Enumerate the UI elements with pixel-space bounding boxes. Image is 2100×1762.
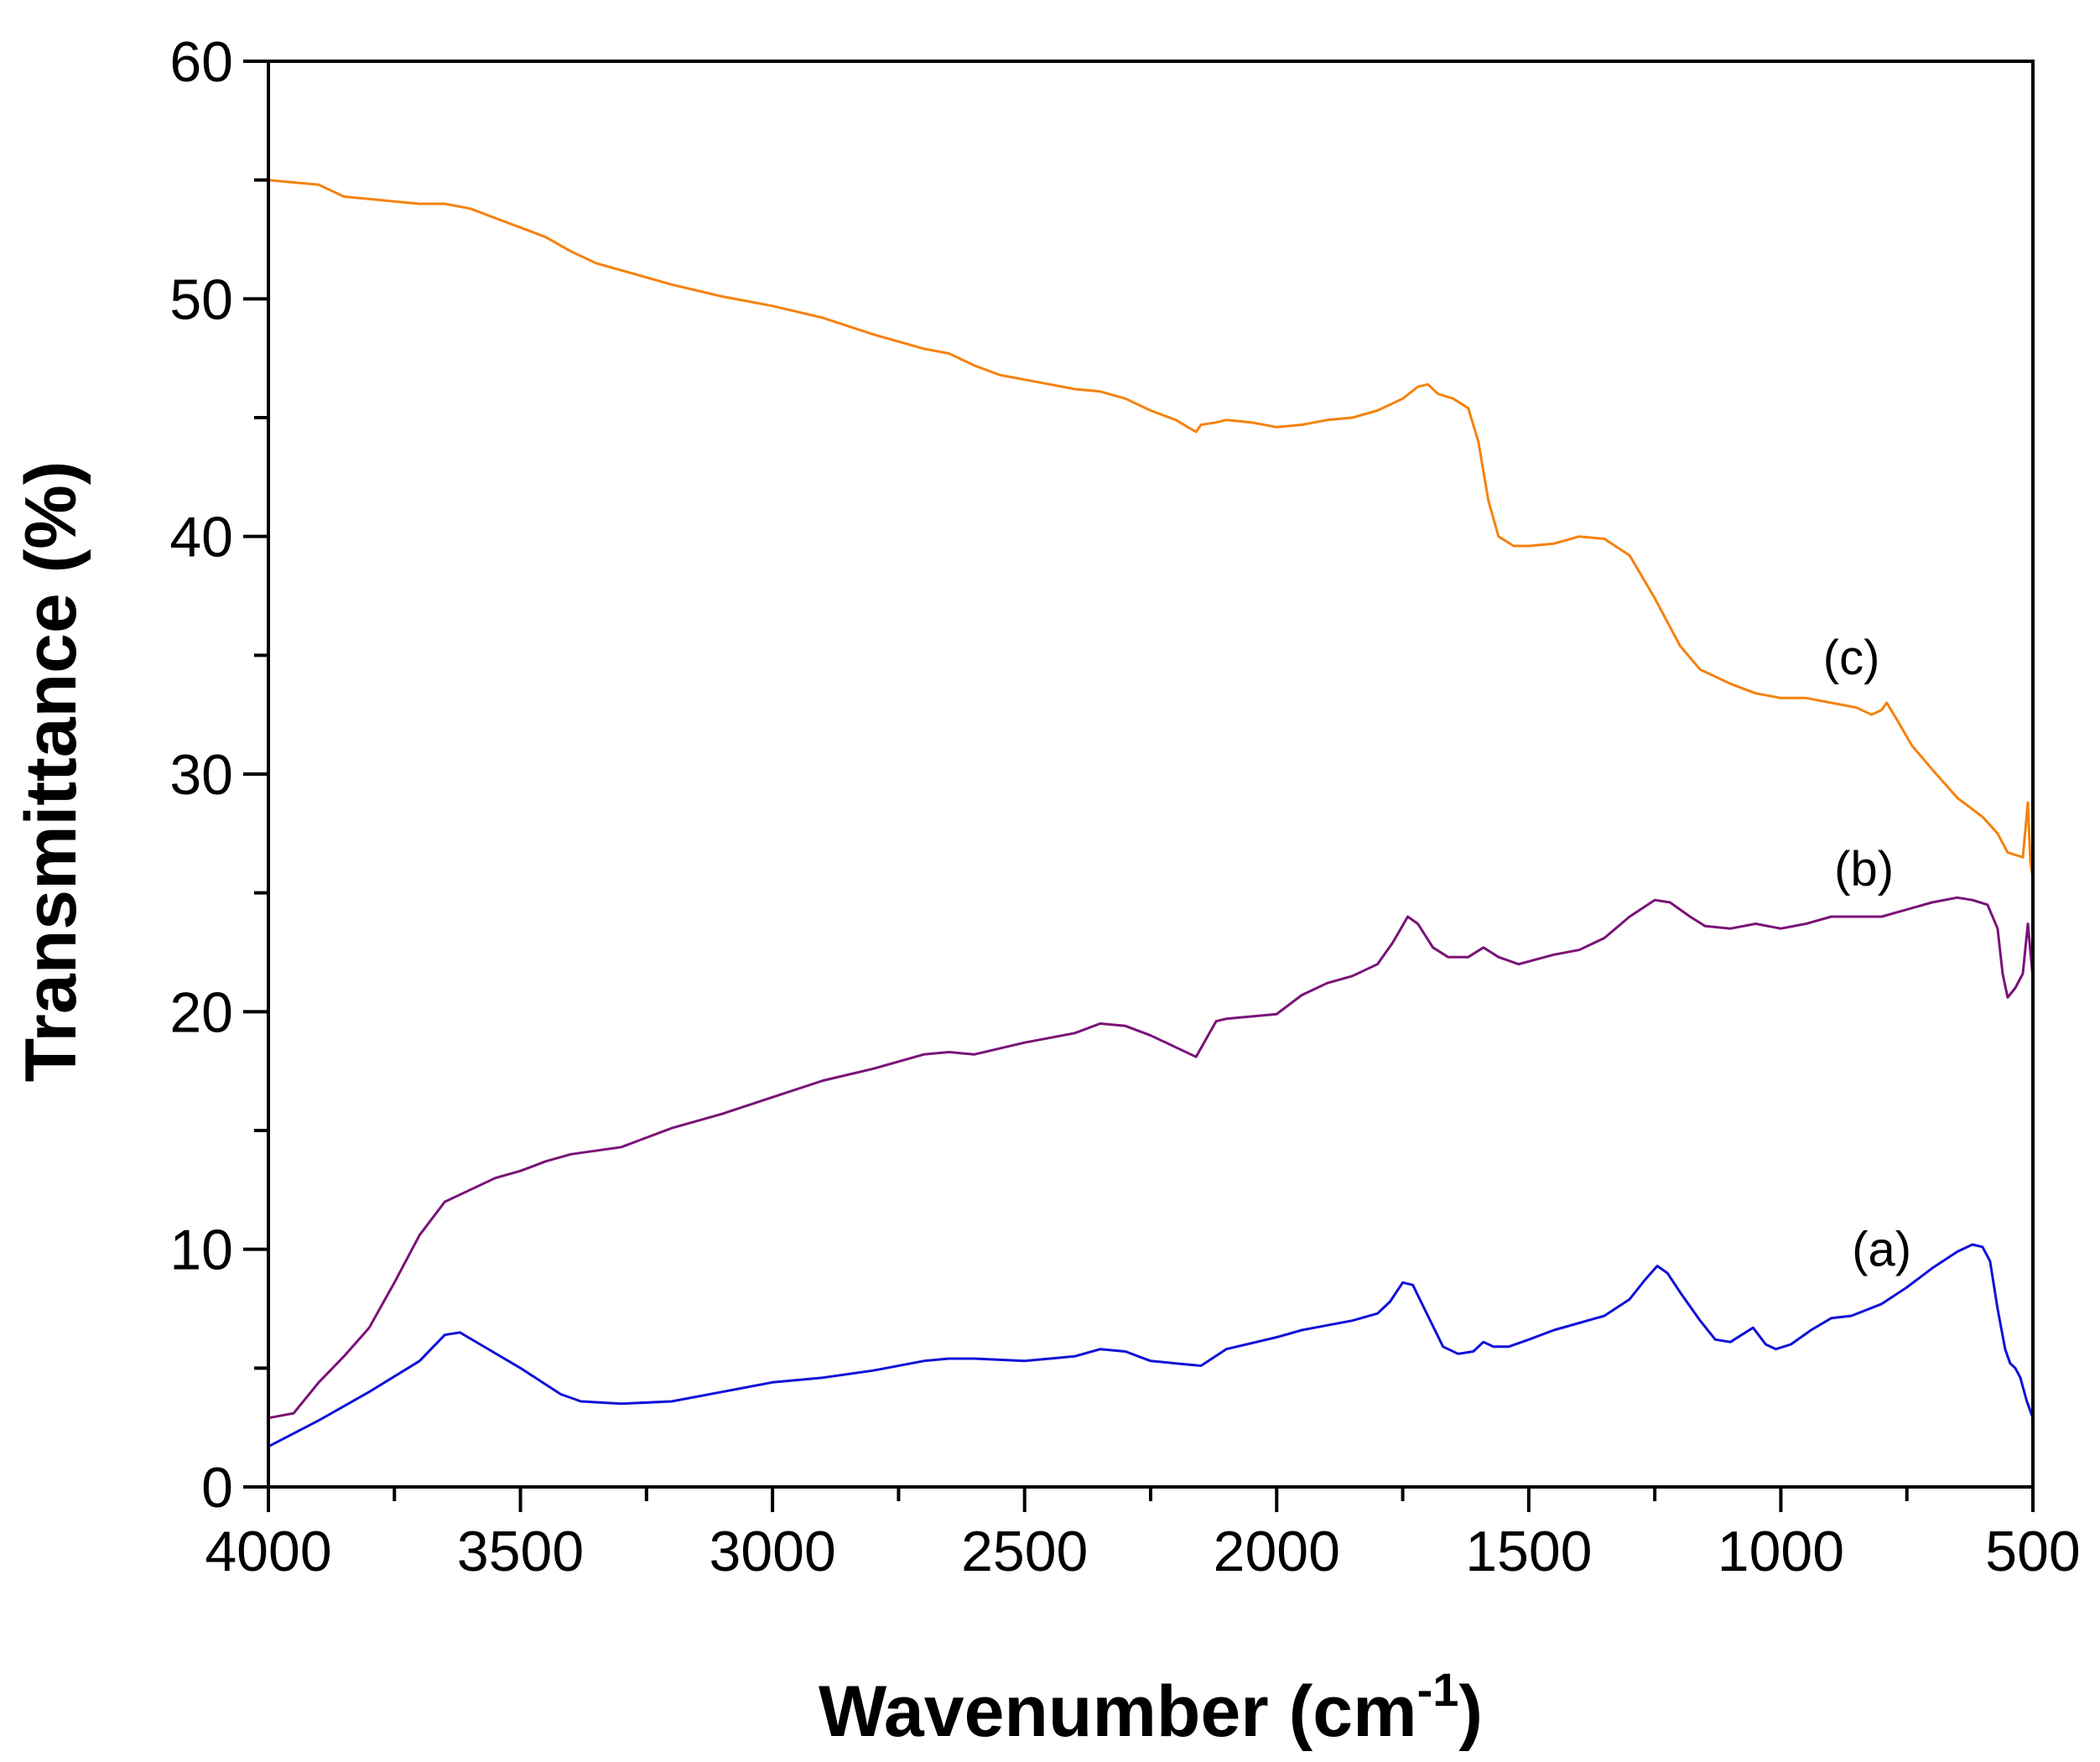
series-labels: (a) (b) (c)	[1823, 631, 1911, 1277]
y-tick-label: 40	[169, 506, 233, 569]
x-tick-label: 3500	[457, 1520, 584, 1583]
y-tick-label: 60	[169, 30, 233, 94]
x-tick-label: 2500	[961, 1520, 1088, 1583]
x-axis-title: Wavenumber (cm-1)	[819, 1663, 1483, 1752]
y-axis-title: Transmittance (%)	[11, 461, 91, 1083]
y-tick-label: 0	[201, 1456, 233, 1520]
plot-frame	[267, 60, 2035, 1489]
x-axis-title-main: Wavenumber (cm	[819, 1671, 1417, 1752]
series-line-a	[267, 1243, 2035, 1448]
series-label-c: (c)	[1823, 631, 1880, 685]
x-tick-label: 500	[1985, 1520, 2080, 1583]
x-tick-label: 1000	[1718, 1520, 1844, 1583]
series-label-b: (b)	[1834, 842, 1894, 897]
x-axis-title-superscript: -1	[1417, 1663, 1459, 1716]
y-tick-label: 50	[169, 268, 233, 331]
x-axis: 4000 3500 3000 2500 2000 1500 1000 500	[205, 1487, 2081, 1583]
y-tick-label: 30	[169, 743, 233, 807]
y-tick-label: 20	[169, 980, 233, 1044]
series-layer	[267, 179, 2035, 1448]
x-tick-label: 3000	[710, 1520, 836, 1583]
x-tick-label: 2000	[1214, 1520, 1340, 1583]
y-axis: 0 10 20 30 40 50 60	[169, 30, 268, 1520]
x-tick-label: 4000	[205, 1520, 331, 1583]
series-line-b	[267, 896, 2035, 1420]
series-label-a: (a)	[1852, 1223, 1911, 1277]
x-tick-label: 1500	[1465, 1520, 1592, 1583]
y-tick-label: 10	[169, 1219, 233, 1282]
series-line-c	[267, 179, 2035, 881]
x-axis-title-tail: )	[1458, 1671, 1483, 1752]
